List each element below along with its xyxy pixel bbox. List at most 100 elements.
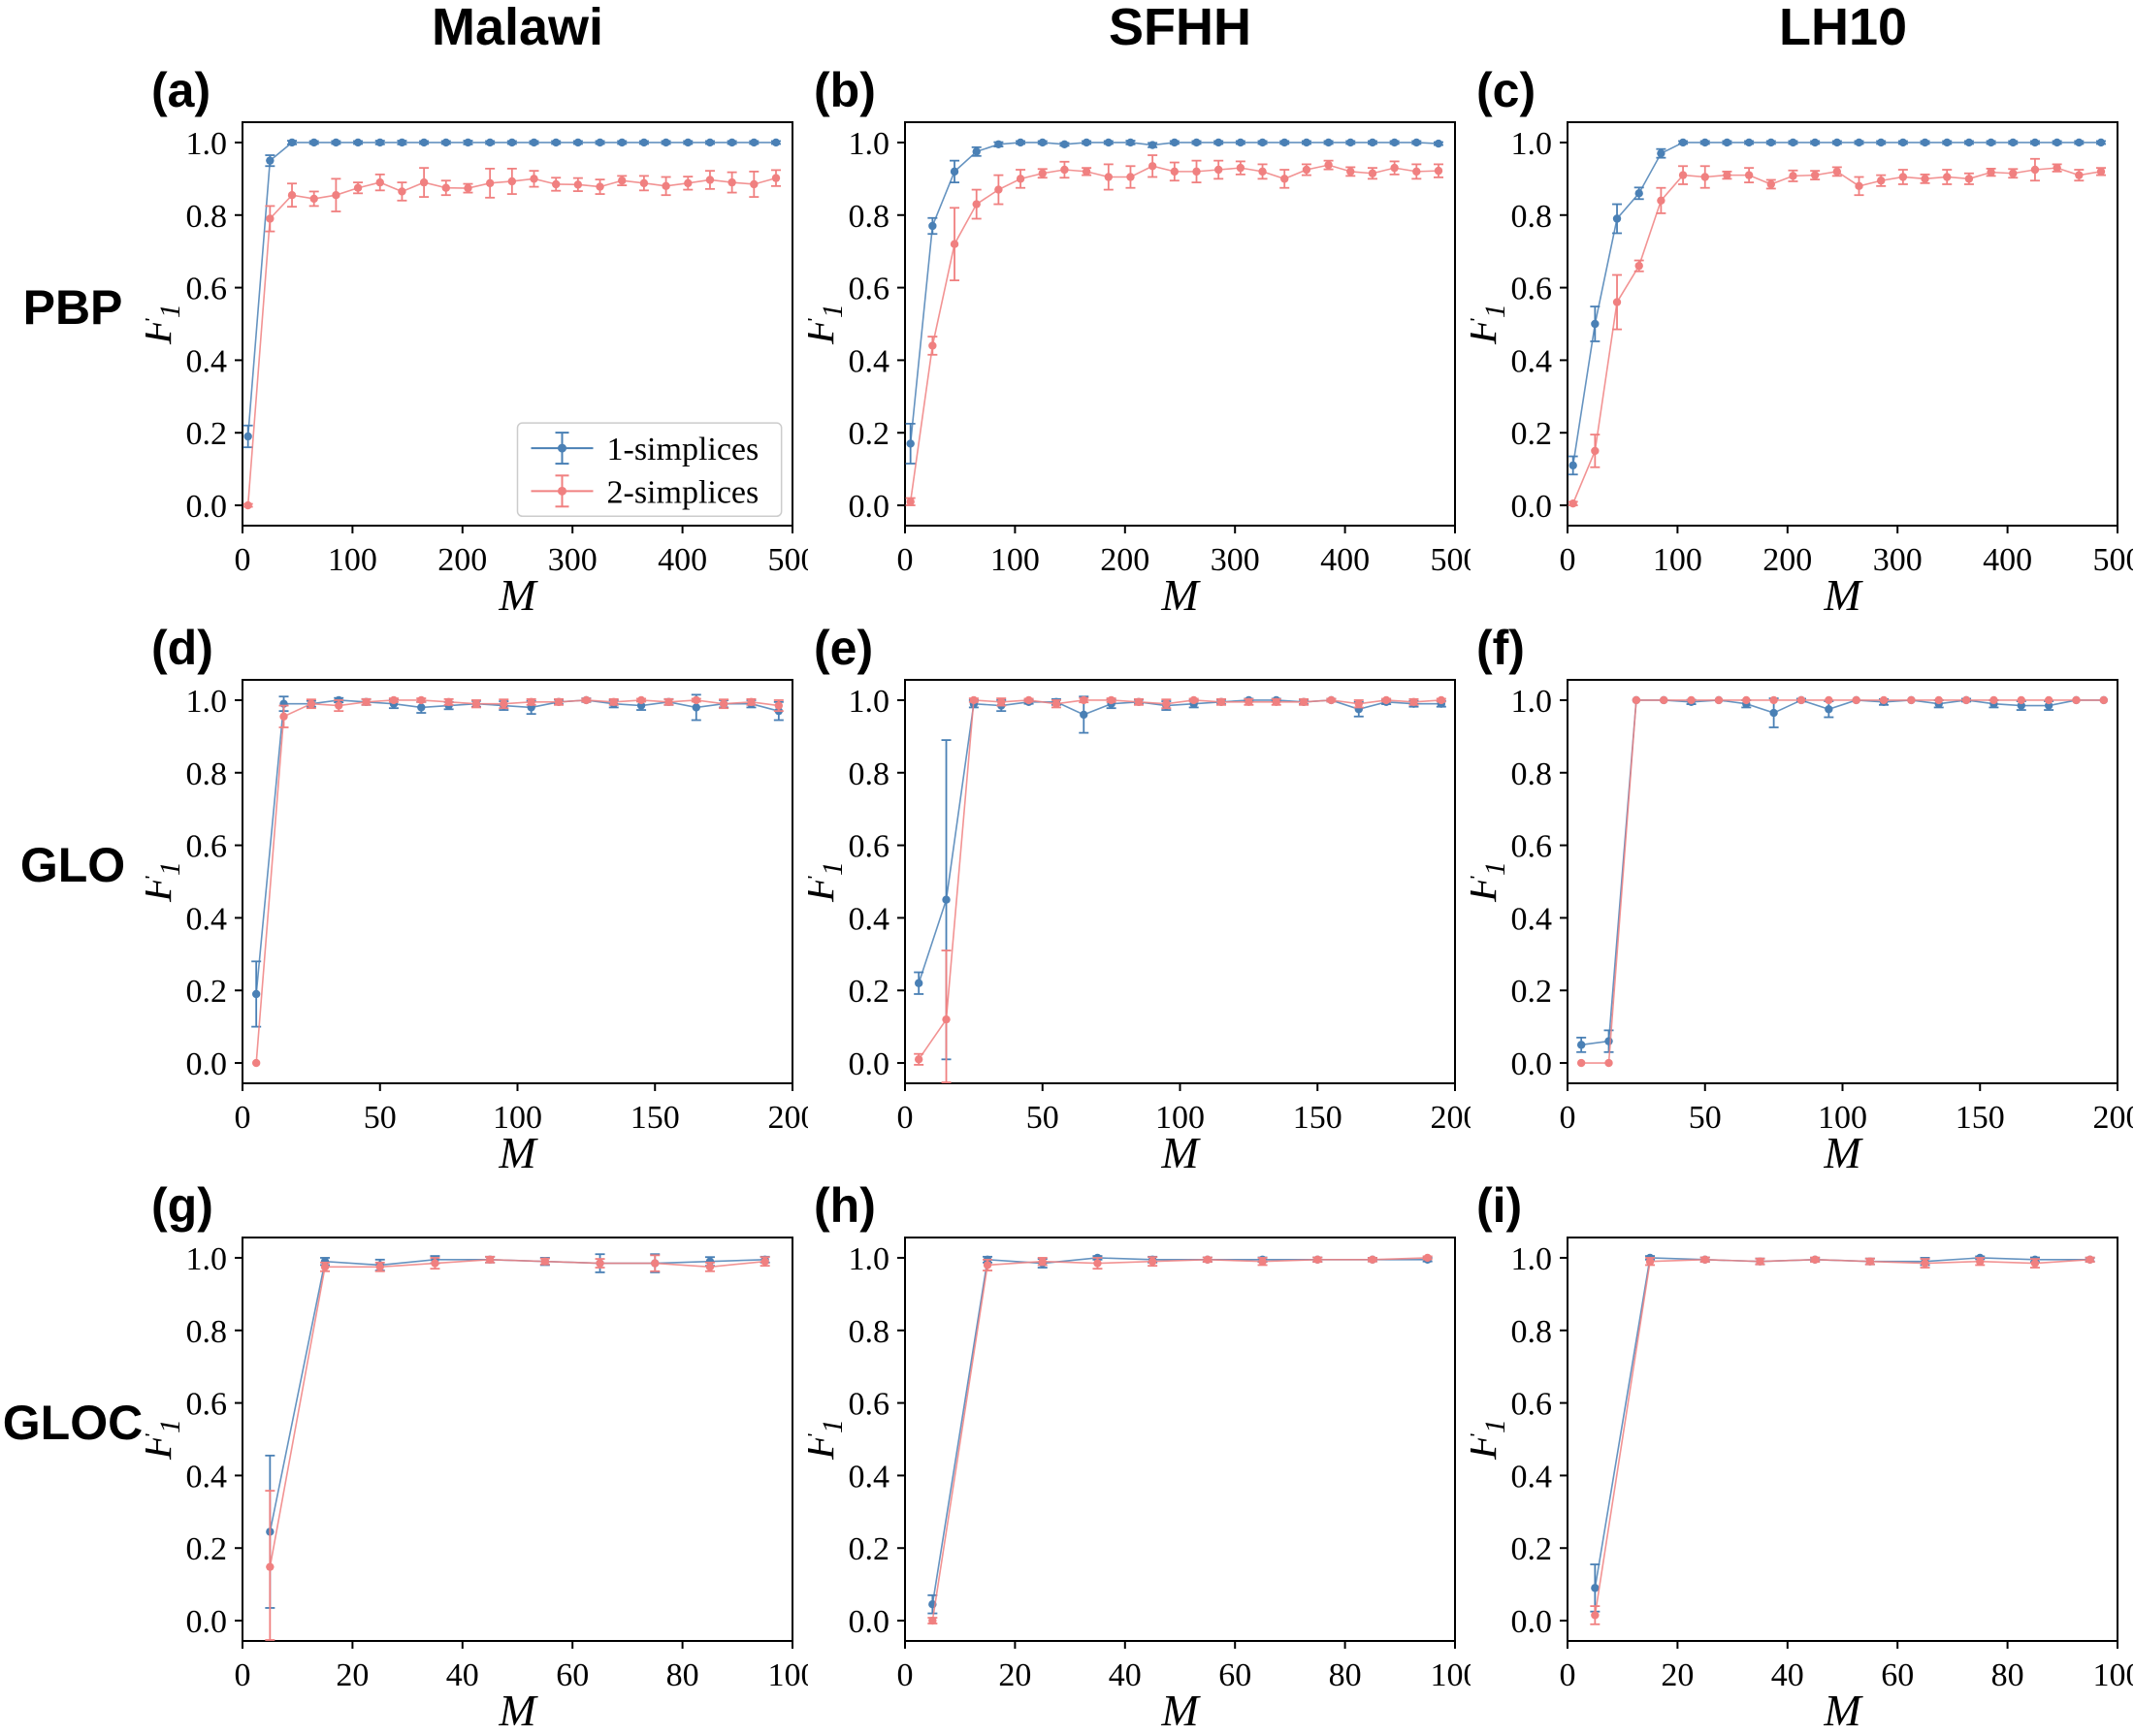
svg-text:200: 200 (768, 1100, 809, 1136)
svg-text:0.8: 0.8 (1511, 756, 1553, 792)
panel-i: (i) 0 20 40 60 80 100 0.0 0.2 0.4 0.6 0.8 1.0 M F1 (1471, 1177, 2134, 1736)
svg-text:F1: F1 (146, 861, 186, 903)
row-label-glo: GLO (19, 837, 126, 892)
svg-text:100: 100 (1431, 1657, 1471, 1693)
svg-text:M: M (498, 1128, 538, 1175)
svg-text:100: 100 (1818, 1100, 1867, 1136)
svg-text:100: 100 (2093, 1657, 2134, 1693)
svg-text:20: 20 (998, 1657, 1031, 1693)
svg-text:0.4: 0.4 (849, 901, 890, 937)
svg-text:1.0: 1.0 (186, 126, 228, 162)
svg-text:80: 80 (1991, 1657, 2024, 1693)
svg-text:0.4: 0.4 (186, 343, 228, 379)
svg-text:0.8: 0.8 (849, 756, 890, 792)
panel-f: (f) 0 50 100 150 200 0.0 0.2 0.4 0.6 0.8 1.0 M F1 (1471, 620, 2134, 1177)
svg-text:M: M (498, 570, 538, 618)
svg-text:0.6: 0.6 (186, 272, 228, 307)
svg-text:0.0: 0.0 (186, 1604, 228, 1640)
svg-text:0.2: 0.2 (186, 974, 228, 1010)
svg-text:0.6: 0.6 (849, 829, 890, 865)
svg-text:0.0: 0.0 (1511, 1046, 1553, 1082)
svg-text:0.4: 0.4 (849, 343, 890, 379)
svg-text:0.8: 0.8 (186, 756, 228, 792)
svg-text:80: 80 (666, 1657, 699, 1693)
chart-gloc-malawi: 0 20 40 60 80 100 0.0 0.2 0.4 0.6 0.8 1.0 M F1 (146, 1237, 809, 1733)
svg-text:500: 500 (768, 542, 809, 578)
svg-text:100: 100 (493, 1100, 542, 1136)
panel-letter-h: (h) (814, 1178, 876, 1233)
svg-text:0.2: 0.2 (186, 1531, 228, 1567)
svg-text:0.2: 0.2 (849, 1531, 890, 1567)
chart-glo-malawi: 0 50 100 150 200 0.0 0.2 0.4 0.6 0.8 1.0 M F1 (146, 679, 809, 1175)
svg-text:0.6: 0.6 (1511, 1387, 1553, 1423)
svg-text:0.8: 0.8 (186, 1314, 228, 1350)
svg-text:0.8: 0.8 (849, 1314, 890, 1350)
svg-text:0.2: 0.2 (1511, 1531, 1553, 1567)
panel-letter-b: (b) (814, 63, 876, 117)
chart-pbp-lh10: 0 100 200 300 400 500 0.0 0.2 0.4 0.6 0.8 1.0 M F1 (1471, 121, 2134, 618)
svg-text:0.2: 0.2 (849, 416, 890, 452)
svg-text:0.0: 0.0 (1511, 489, 1553, 525)
svg-text:80: 80 (1329, 1657, 1362, 1693)
svg-text:F1: F1 (1471, 861, 1511, 903)
svg-text:0.0: 0.0 (849, 1604, 890, 1640)
svg-text:0.6: 0.6 (1511, 272, 1553, 307)
svg-text:60: 60 (1881, 1657, 1914, 1693)
svg-text:0.0: 0.0 (849, 489, 890, 525)
chart-gloc-sfhh: 0 20 40 60 80 100 0.0 0.2 0.4 0.6 0.8 1.0 M F1 (808, 1237, 1471, 1733)
svg-text:0: 0 (1560, 1657, 1576, 1693)
svg-text:F1: F1 (1471, 1419, 1511, 1461)
svg-text:0.6: 0.6 (849, 272, 890, 307)
column-title-lh10: LH10 (1778, 0, 1908, 56)
chart-pbp-sfhh: 0 100 200 300 400 500 0.0 0.2 0.4 0.6 0.8 1.0 M F1 (808, 121, 1471, 618)
panel-letter-i: (i) (1476, 1178, 1523, 1233)
svg-text:200: 200 (1100, 542, 1149, 578)
svg-text:200: 200 (1431, 1100, 1471, 1136)
column-title-malawi: Malawi (431, 0, 604, 56)
svg-text:1.0: 1.0 (849, 684, 890, 720)
panel-letter-c: (c) (1476, 63, 1536, 117)
svg-text:0: 0 (897, 542, 914, 578)
svg-text:0: 0 (235, 1100, 251, 1136)
column-title-sfhh: SFHH (1109, 0, 1251, 56)
svg-text:200: 200 (437, 542, 487, 578)
svg-text:0.4: 0.4 (1511, 901, 1553, 937)
svg-text:150: 150 (1956, 1100, 2005, 1136)
svg-text:20: 20 (336, 1657, 369, 1693)
svg-text:0.6: 0.6 (186, 1387, 228, 1423)
chart-glo-lh10: 0 50 100 150 200 0.0 0.2 0.4 0.6 0.8 1.0 M F1 (1471, 679, 2133, 1175)
svg-text:100: 100 (768, 1657, 809, 1693)
svg-text:M: M (1160, 1686, 1201, 1733)
svg-text:60: 60 (1218, 1657, 1251, 1693)
svg-text:1.0: 1.0 (1511, 126, 1553, 162)
svg-text:20: 20 (1661, 1657, 1694, 1693)
svg-text:0.8: 0.8 (186, 199, 228, 235)
panel-letter-a: (a) (151, 63, 211, 117)
svg-text:40: 40 (446, 1657, 479, 1693)
svg-text:500: 500 (2093, 542, 2134, 578)
panel-letter-f: (f) (1476, 621, 1525, 675)
svg-text:1.0: 1.0 (186, 684, 228, 720)
row-label-gloc: GLOC (2, 1396, 144, 1450)
svg-text:M: M (1160, 1128, 1201, 1175)
svg-text:50: 50 (1689, 1100, 1722, 1136)
svg-text:150: 150 (1293, 1100, 1342, 1136)
svg-text:F1: F1 (808, 1419, 849, 1461)
svg-text:100: 100 (328, 542, 377, 578)
grid-corner-spacer (0, 0, 146, 62)
svg-text:M: M (1823, 1128, 1863, 1175)
svg-text:500: 500 (1431, 542, 1471, 578)
svg-text:0.0: 0.0 (186, 489, 228, 525)
panel-letter-d: (d) (151, 621, 213, 675)
panel-letter-e: (e) (814, 621, 874, 675)
svg-text:400: 400 (658, 542, 707, 578)
svg-text:0.0: 0.0 (849, 1046, 890, 1082)
svg-text:F1: F1 (808, 861, 849, 903)
svg-text:0.2: 0.2 (1511, 416, 1553, 452)
svg-text:60: 60 (556, 1657, 589, 1693)
svg-text:0.6: 0.6 (1511, 829, 1553, 865)
row-label-pbp: PBP (22, 279, 123, 335)
svg-text:M: M (498, 1686, 538, 1733)
panel-g: (g) 0 20 40 60 80 100 0.0 0.2 0.4 0.6 0.8 1.0 M F1 (146, 1177, 808, 1736)
svg-text:50: 50 (1026, 1100, 1059, 1136)
